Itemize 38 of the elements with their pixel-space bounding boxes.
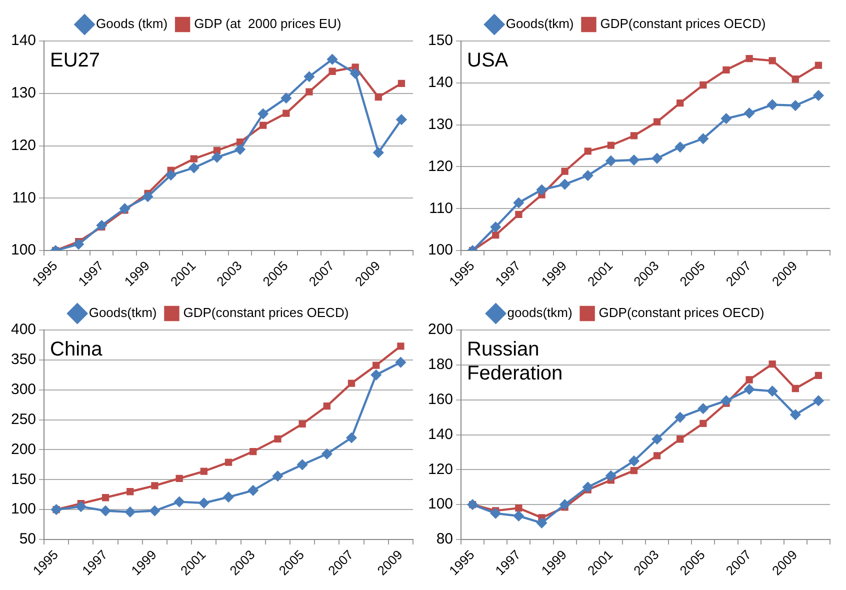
legend-label: GDP (at 2000 prices EU) bbox=[194, 16, 342, 32]
y-tick-label: 400 bbox=[10, 321, 36, 338]
y-tick-label: 100 bbox=[10, 242, 36, 259]
legend-label: GDP(constant prices OECD) bbox=[598, 305, 764, 320]
y-tick-label: 120 bbox=[428, 158, 454, 175]
y-tick-label: 130 bbox=[428, 116, 454, 133]
y-tick-label: 180 bbox=[428, 356, 454, 374]
y-tick-label: 120 bbox=[10, 136, 36, 154]
y-tick-label: 110 bbox=[12, 189, 36, 206]
legend-label: GDP(constant prices OECD) bbox=[600, 16, 766, 32]
legend-label: GDP(constant prices OECD) bbox=[183, 305, 349, 320]
y-tick-label: 300 bbox=[10, 381, 36, 398]
y-tick-label: 140 bbox=[10, 32, 36, 50]
y-tick-label: 140 bbox=[428, 426, 454, 443]
legend-label: Goods(tkm) bbox=[506, 16, 574, 32]
y-tick-label: 100 bbox=[428, 496, 454, 513]
y-tick-label: 120 bbox=[428, 460, 454, 478]
chart-title: EU27 bbox=[50, 50, 100, 72]
legend-label: Goods (tkm) bbox=[96, 16, 168, 32]
y-tick-label: 200 bbox=[10, 440, 36, 458]
y-tick-label: 100 bbox=[10, 500, 36, 518]
y-tick-label: 250 bbox=[10, 410, 36, 428]
y-tick-label: 150 bbox=[10, 470, 36, 488]
y-tick-label: 100 bbox=[428, 242, 454, 259]
y-tick-label: 200 bbox=[428, 321, 454, 338]
y-tick-label: 160 bbox=[428, 390, 454, 408]
chart-title: USA bbox=[467, 50, 509, 72]
legend-label: Goods(tkm) bbox=[88, 305, 157, 320]
y-tick-label: 150 bbox=[428, 32, 454, 50]
y-tick-label: 80 bbox=[436, 530, 454, 548]
y-tick-label: 140 bbox=[428, 74, 454, 92]
text: Russian Federation bbox=[467, 338, 563, 385]
y-tick-label: 350 bbox=[10, 351, 36, 368]
y-tick-label: 110 bbox=[429, 200, 454, 217]
legend-label: goods(tkm) bbox=[507, 305, 572, 320]
chart-title: China bbox=[50, 338, 104, 361]
y-tick-label: 130 bbox=[10, 84, 36, 102]
y-tick-label: 50 bbox=[19, 530, 36, 548]
